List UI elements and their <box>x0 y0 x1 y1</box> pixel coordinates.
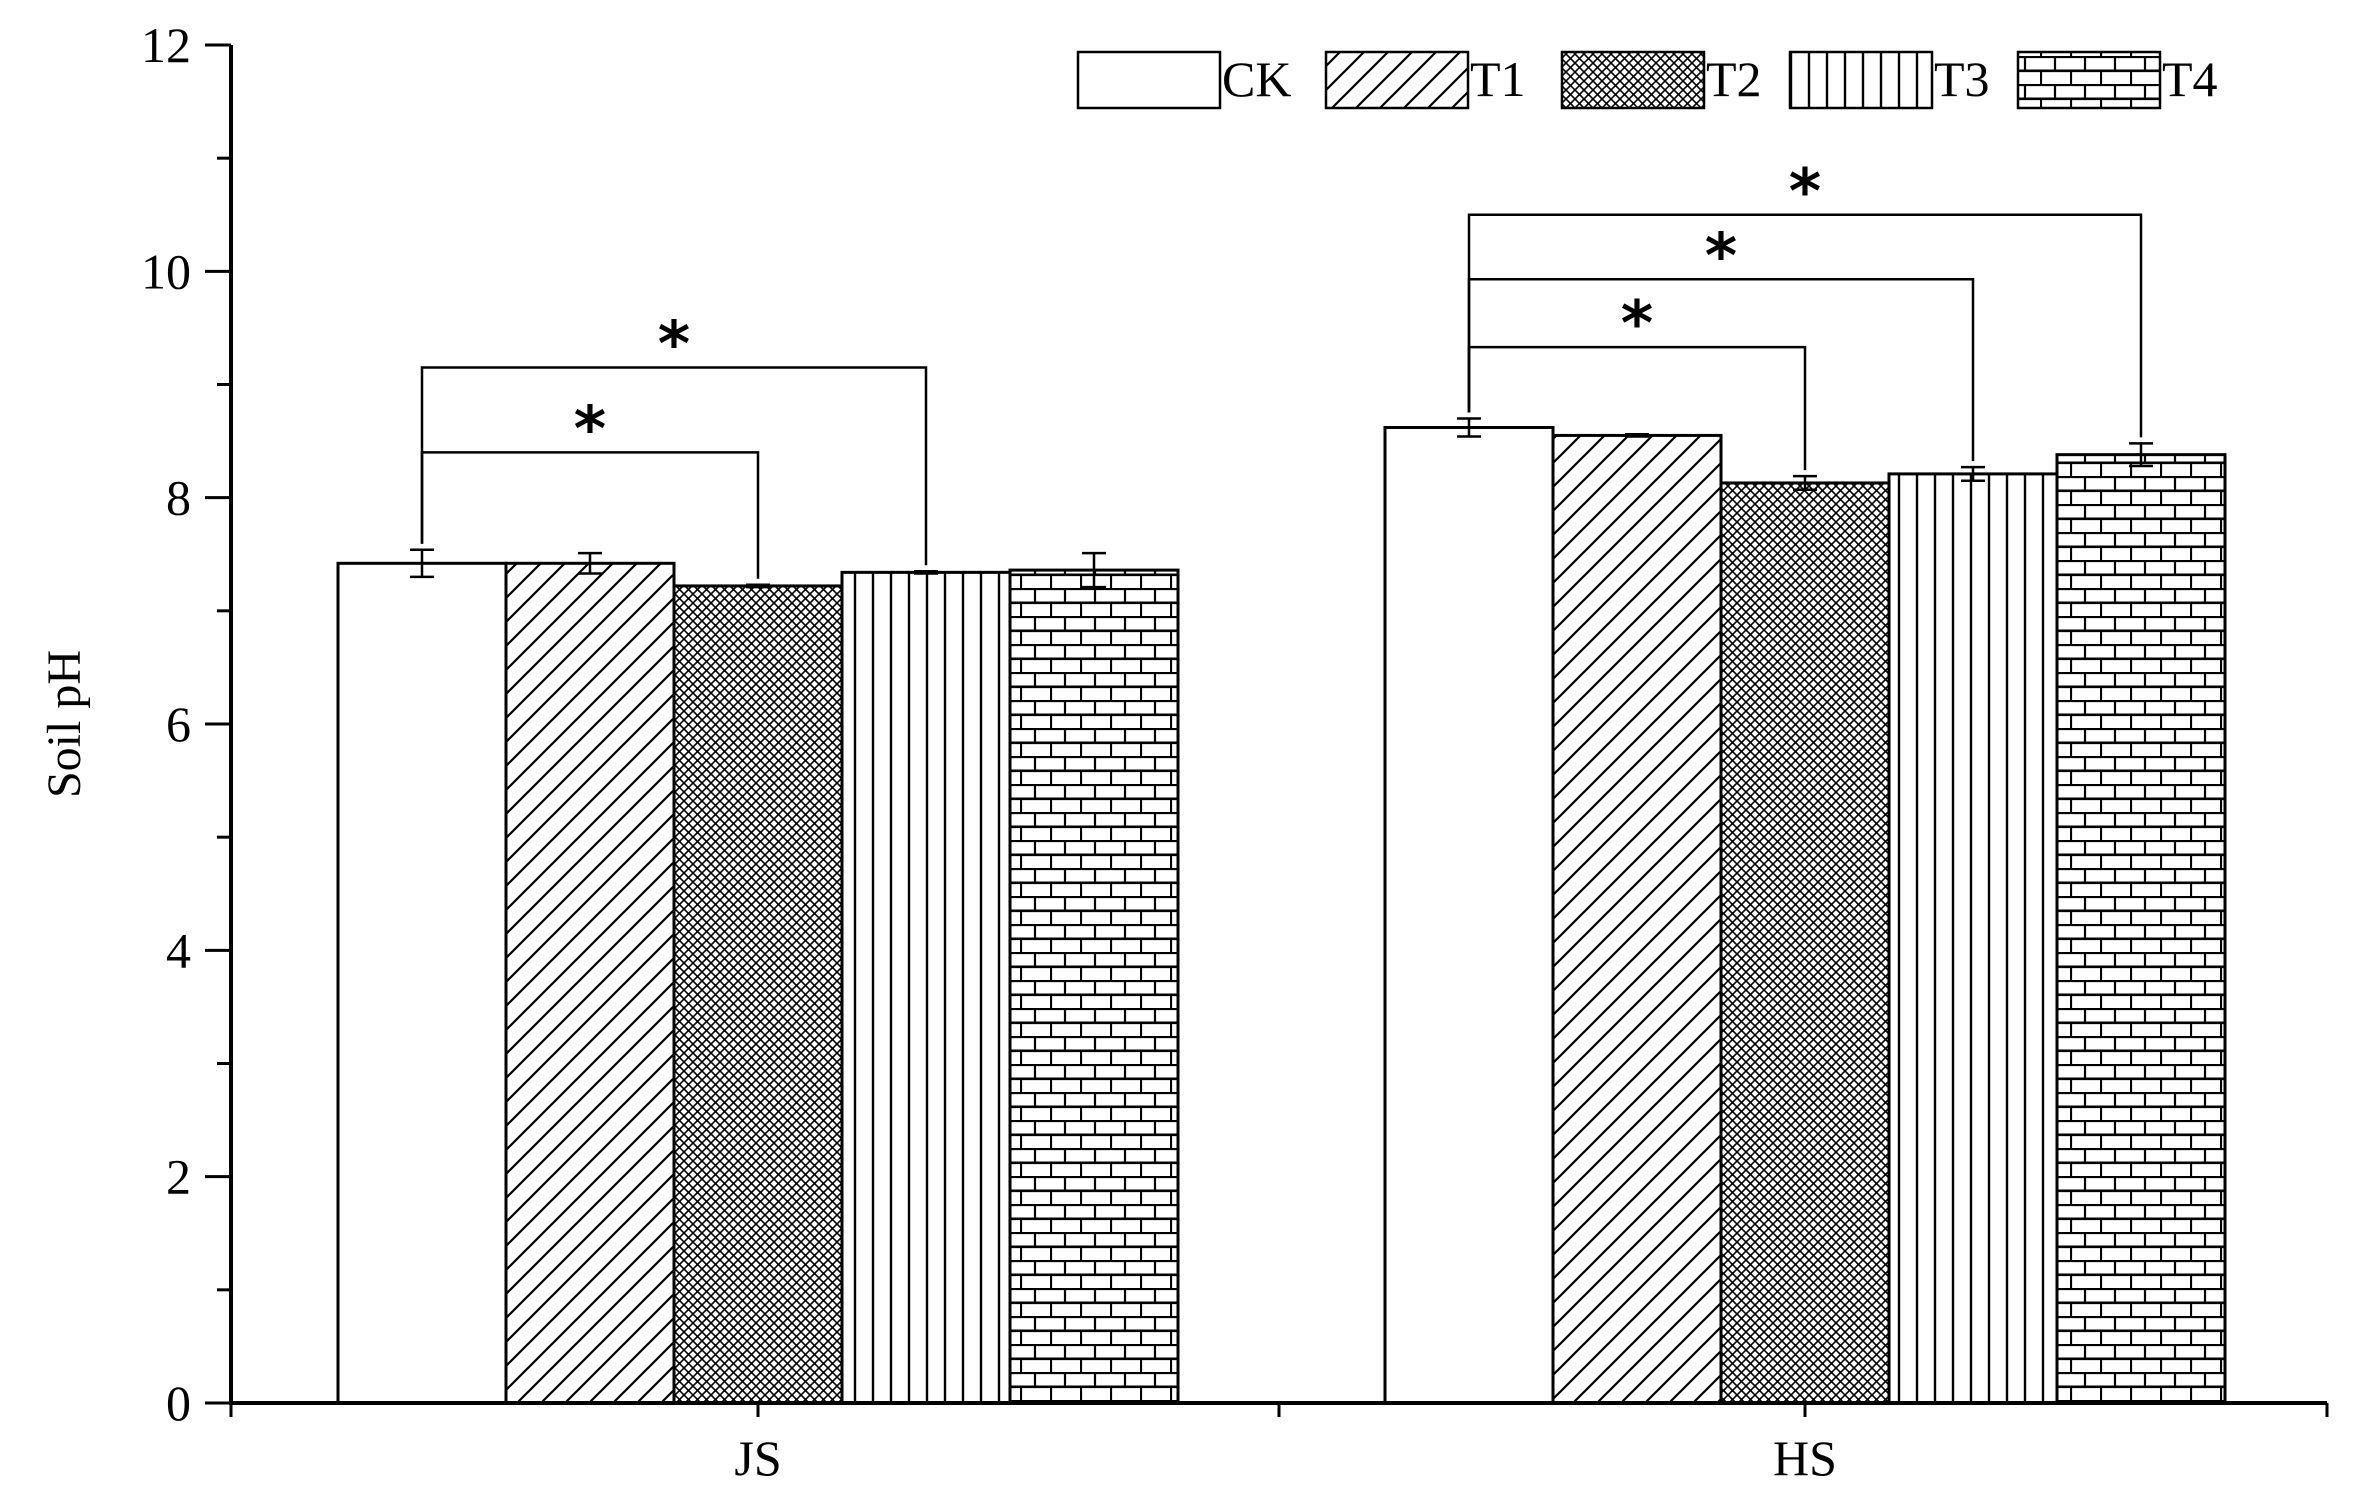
legend: CK T1 T2 T3 T4 <box>1076 50 2218 110</box>
error-bar-js-t1 <box>578 551 602 575</box>
bar-hs-t2 <box>1719 481 1891 1405</box>
bar-hs-ck <box>1383 426 1555 1405</box>
legend-item-t3: T3 <box>1788 50 1990 110</box>
legend-item-ck: CK <box>1076 50 1291 110</box>
bar-js-t4 <box>1008 568 1180 1405</box>
y-axis-title: Soil pH <box>38 650 91 798</box>
y-tick-label: 0 <box>166 1375 191 1431</box>
error-bar-js-ck <box>410 548 434 579</box>
y-tick-label: 10 <box>141 243 191 299</box>
legend-label: T4 <box>2162 51 2218 107</box>
error-bar-hs-ck <box>1457 417 1481 438</box>
legend-swatch <box>1788 50 1934 110</box>
x-tick-label-hs: HS <box>1773 1430 1837 1486</box>
legend-swatch <box>1324 50 1470 110</box>
x-ticks-layer: JS HS <box>229 1403 2329 1486</box>
bar-js-t1 <box>504 561 676 1405</box>
significance-bracket: * <box>420 308 928 566</box>
significance-star: * <box>1789 155 1821 228</box>
bar-js-t3 <box>840 570 1012 1405</box>
legend-label: T3 <box>1934 51 1990 107</box>
significance-star: * <box>1705 219 1737 292</box>
bar-hs-t3 <box>1887 472 2059 1405</box>
significance-layer: * * * * * <box>420 155 2143 579</box>
legend-item-t2: T2 <box>1560 50 1762 110</box>
error-bar-hs-t2 <box>1793 474 1817 491</box>
error-bar-hs-t3 <box>1961 465 1985 482</box>
legend-item-t1: T1 <box>1324 50 1526 110</box>
legend-label: T1 <box>1470 51 1526 107</box>
error-bars-layer <box>410 417 2153 589</box>
bar-hs-t1 <box>1551 433 1723 1405</box>
bar-hs-t4 <box>2055 453 2227 1405</box>
error-bar-js-t4 <box>1082 551 1106 589</box>
significance-star: * <box>658 308 690 381</box>
legend-swatch <box>2016 50 2162 110</box>
y-tick-label: 8 <box>166 470 191 526</box>
y-ticks-layer: 0 2 4 6 8 10 12 <box>141 17 231 1431</box>
error-bar-js-t2 <box>746 583 770 589</box>
bar-js-t2 <box>672 584 844 1405</box>
y-tick-label: 2 <box>166 1149 191 1205</box>
legend-swatch <box>1076 50 1222 110</box>
legend-swatch <box>1560 50 1706 110</box>
legend-label: T2 <box>1706 51 1762 107</box>
y-tick-label: 6 <box>166 696 191 752</box>
legend-label: CK <box>1222 51 1291 107</box>
significance-star: * <box>574 392 606 465</box>
significance-star: * <box>1621 287 1653 360</box>
y-tick-label: 4 <box>166 922 191 978</box>
error-bar-hs-t4 <box>2129 442 2153 468</box>
significance-bracket: * <box>1467 219 1975 462</box>
significance-bracket: * <box>420 392 760 579</box>
bar-js-ck <box>336 561 508 1405</box>
significance-bracket: * <box>1467 155 2143 438</box>
error-bar-js-t3 <box>914 569 938 575</box>
bars-layer <box>336 426 2227 1405</box>
legend-item-t4: T4 <box>2016 50 2218 110</box>
x-tick-label-js: JS <box>734 1430 781 1486</box>
y-tick-label: 12 <box>141 17 191 73</box>
error-bar-hs-t1 <box>1625 433 1649 438</box>
